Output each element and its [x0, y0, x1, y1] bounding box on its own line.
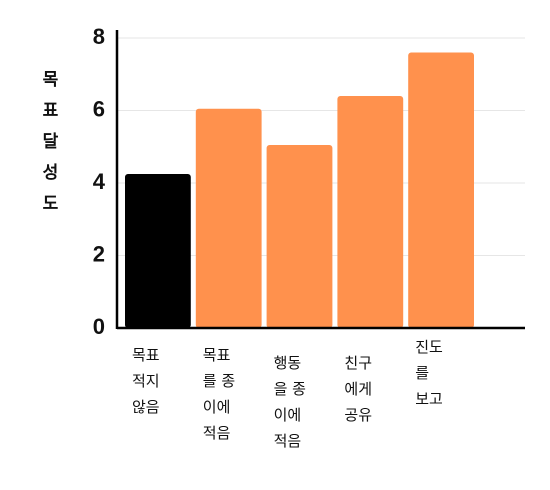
- bar: [195, 108, 262, 328]
- y-tick-label: 2: [93, 241, 105, 266]
- bar: [337, 96, 404, 328]
- bar: [125, 173, 191, 328]
- y-axis-label: 목표달성도: [38, 70, 58, 225]
- x-tick-label: 진도 를 보고: [415, 338, 443, 408]
- bar: [408, 52, 474, 328]
- y-tick-label: 4: [93, 169, 106, 194]
- x-tick-label: 목표 를 종 이에 적음: [202, 346, 236, 442]
- x-tick-label: 친구 에게 공유: [344, 354, 372, 424]
- y-tick-label: 6: [93, 96, 105, 121]
- y-tick-label: 8: [93, 24, 105, 49]
- y-tick-label: 0: [93, 314, 105, 339]
- x-tick-label: 행동 을 종 이에 적음: [273, 354, 306, 450]
- bar: [266, 144, 333, 328]
- x-tick-label: 목표 적지 않음: [132, 346, 160, 416]
